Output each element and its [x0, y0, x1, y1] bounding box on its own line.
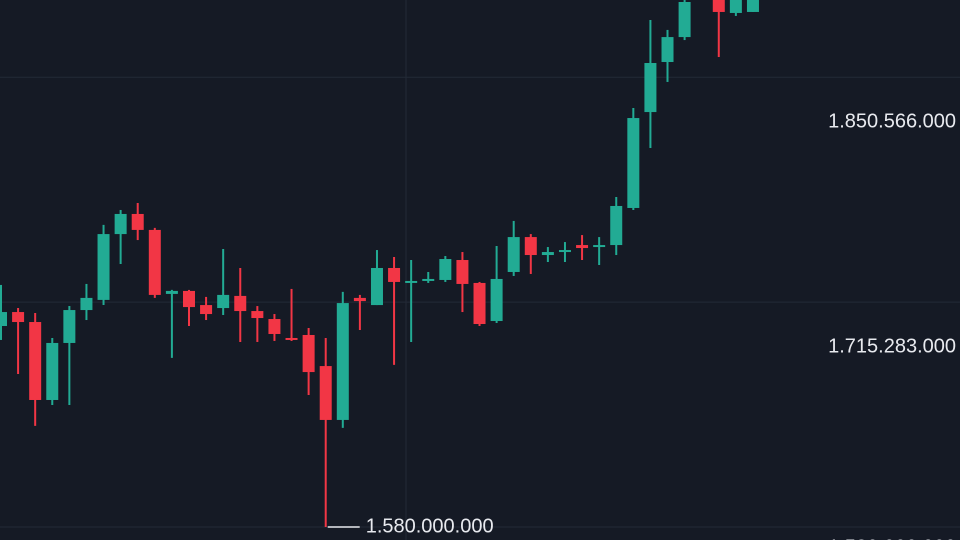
- candle-body: [234, 295, 247, 312]
- candle-body: [541, 252, 554, 256]
- candle-body: [182, 290, 195, 308]
- candle-body: [593, 245, 606, 248]
- candle-body: [217, 294, 230, 309]
- annotation-label: 1.580.000.000: [366, 515, 494, 537]
- candle-body: [80, 297, 93, 311]
- candle-body: [388, 267, 401, 282]
- candle-body: [319, 366, 332, 420]
- candle-body: [12, 312, 25, 323]
- y-tick-label: 1.715.283.000: [828, 335, 956, 357]
- candle-body: [576, 245, 589, 249]
- candle-body: [0, 312, 7, 327]
- candle-body: [63, 310, 76, 343]
- candle-body: [507, 237, 520, 272]
- candle-body: [712, 0, 725, 12]
- candle-body: [490, 278, 503, 322]
- candle-body: [746, 0, 759, 12]
- y-tick-label: 1.580.000.000: [828, 536, 956, 540]
- candle-body: [678, 1, 691, 38]
- candle-body: [251, 311, 264, 319]
- candle-body: [302, 334, 315, 373]
- y-tick-label: 1.850.566.000: [828, 110, 956, 132]
- candle-body: [353, 297, 366, 302]
- candle-body: [473, 282, 486, 325]
- candle-body: [200, 305, 213, 315]
- candle-body: [610, 205, 623, 246]
- candle-body: [114, 213, 127, 235]
- candle-body: [97, 234, 110, 300]
- candle-body: [729, 0, 742, 13]
- candle-body: [456, 260, 469, 284]
- candle-body: [268, 319, 281, 334]
- candle-body: [285, 337, 298, 340]
- candle-body: [29, 322, 42, 400]
- candle-body: [405, 280, 418, 283]
- candle-body: [165, 290, 178, 294]
- candle-body: [336, 303, 349, 420]
- candle-body: [524, 237, 537, 256]
- candle-body: [558, 250, 571, 253]
- candle-body: [644, 63, 657, 113]
- candle-body: [661, 37, 674, 63]
- candle-body: [422, 278, 435, 281]
- candle-body: [627, 118, 640, 208]
- candle-body: [370, 267, 383, 306]
- candle-body: [46, 342, 59, 400]
- candle-body: [131, 213, 144, 230]
- candle-body: [439, 259, 452, 280]
- candle-body: [148, 229, 161, 295]
